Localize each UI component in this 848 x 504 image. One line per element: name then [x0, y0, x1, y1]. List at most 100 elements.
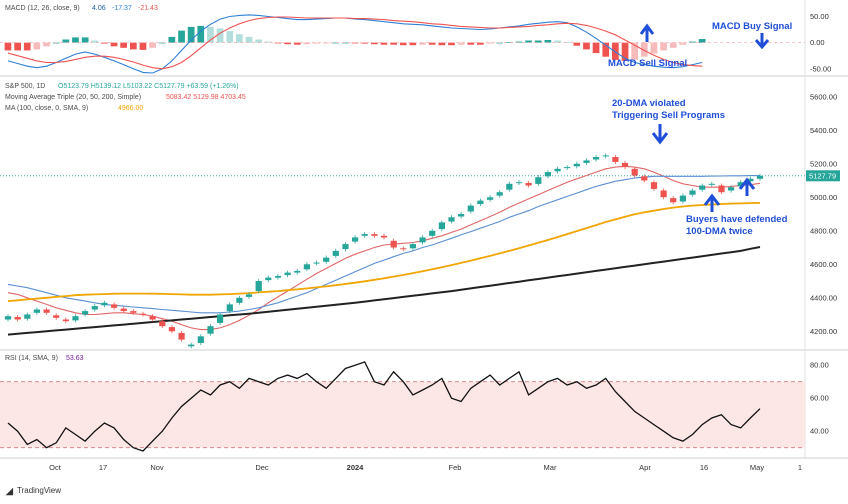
macd-histogram-bar: [207, 26, 214, 43]
macd-histogram-bar: [62, 39, 70, 43]
candle-body: [101, 302, 108, 306]
macd-histogram-bar: [264, 41, 272, 43]
candle-body: [265, 277, 272, 281]
price-legend-label-0: S&P 500, 1D: [5, 83, 45, 90]
candle-body: [380, 235, 388, 238]
candle-body: [72, 316, 79, 321]
macd-histogram-bar: [592, 42, 600, 54]
macd-histogram-bar: [33, 42, 41, 50]
candle-body: [255, 281, 262, 292]
candle-body: [33, 309, 40, 313]
candle-body: [737, 182, 744, 187]
candle-body: [361, 234, 368, 236]
macd-histogram-bar: [101, 42, 108, 44]
macd-legend-v1: 4.06: [92, 5, 106, 12]
x-tick-label: Mar: [544, 463, 557, 472]
candle-body: [438, 222, 445, 230]
candle-body: [14, 317, 21, 320]
candle-body: [496, 192, 503, 196]
price-y-tick-label: 4600.00: [810, 260, 837, 269]
candle-body: [188, 344, 195, 347]
macd-histogram-bar: [380, 42, 388, 45]
x-tick-label: Oct: [49, 463, 62, 472]
macd-histogram-bar: [563, 42, 571, 43]
macd-y-tick-label: 50.00: [810, 12, 829, 21]
candle-body: [670, 198, 677, 203]
ma-line-100-dma: [7, 202, 761, 302]
macd-histogram-bar: [428, 42, 436, 45]
annotation-100dma-line1: Buyers have defended: [686, 214, 788, 225]
candle-body: [4, 316, 12, 320]
macd-histogram-bar: [390, 42, 397, 45]
macd-histogram-bar: [149, 42, 156, 48]
macd-histogram-bar: [399, 42, 407, 46]
x-tick-label: Apr: [639, 463, 651, 472]
macd-histogram-bar: [72, 37, 79, 43]
last-price-tag: 5127.79: [806, 170, 840, 182]
annotation-20dma-line1: 20-DMA violated: [612, 98, 686, 109]
macd-histogram-bar: [332, 42, 340, 44]
candle-body: [641, 176, 648, 181]
candle-body: [236, 297, 243, 303]
candle-body: [120, 308, 127, 312]
annotation-100dma-line2: 100-DMA twice: [686, 226, 753, 237]
candle-body: [130, 311, 137, 313]
price-y-tick-label: 4800.00: [810, 226, 837, 235]
macd-histogram-bar: [187, 26, 195, 43]
x-tick-label: May: [750, 463, 764, 472]
candle-body: [554, 168, 561, 172]
branding-text: TradingView: [17, 486, 61, 495]
macd-histogram-bar: [602, 42, 610, 57]
candle-body: [621, 162, 629, 168]
price-moving-averages: [7, 165, 761, 336]
price-legend-label-2: MA (100, close, 0, SMA, 9): [5, 105, 88, 112]
candle-body: [294, 270, 301, 273]
last-price-tag-bg: [806, 170, 840, 182]
macd-y-tick-label: 0.00: [810, 38, 825, 47]
rsi-series-line: [7, 361, 761, 452]
candle-body: [728, 187, 735, 191]
price-y-tick-label: 5000.00: [810, 193, 837, 202]
price-y-tick-label: 4400.00: [810, 293, 837, 302]
candle-body: [689, 190, 696, 195]
candle-body: [602, 155, 609, 157]
candle-body: [207, 326, 214, 334]
candle-body: [111, 304, 118, 308]
macd-histogram-bar: [660, 42, 667, 51]
annotation-macd-sell-text: MACD Sell Signal: [608, 58, 687, 69]
macd-histogram-bar: [120, 42, 127, 48]
tradingview-logo-icon: ◢: [5, 486, 14, 496]
candle-body: [352, 237, 359, 242]
candle-body: [409, 244, 416, 249]
x-tick-label: 2024: [347, 463, 365, 472]
macd-legend-v2: -17.37: [112, 5, 132, 12]
candle-body: [82, 311, 89, 315]
rsi-legend: RSI (14, SMA, 9) 53.63: [5, 355, 84, 362]
price-y-tick-label: 5600.00: [810, 92, 837, 101]
macd-histogram-bar: [361, 42, 368, 44]
macd-histogram-bar: [640, 42, 648, 57]
candle-body: [573, 163, 580, 167]
macd-histogram-bar: [534, 40, 542, 43]
macd-histogram-bar: [236, 34, 243, 43]
ma-line-50-dma: [7, 174, 761, 314]
candle-body: [679, 195, 686, 202]
candle-body: [515, 182, 523, 184]
price-legend-values-0: O5123.79 H5139.12 L5103.22 C5127.79 +63.…: [58, 83, 239, 90]
candle-body: [323, 257, 330, 262]
macd-histogram-bar: [91, 40, 99, 43]
macd-histogram-bar: [506, 42, 513, 43]
candle-body: [718, 185, 725, 193]
candle-body: [197, 336, 204, 343]
candle-body: [458, 214, 465, 217]
macd-histogram-bar: [255, 39, 262, 43]
candle-body: [178, 332, 185, 340]
macd-histogram-bar: [178, 30, 185, 43]
candle-body: [139, 313, 147, 315]
macd-series-signal: [7, 16, 703, 70]
macd-histogram-bar: [4, 42, 12, 51]
candle-body: [660, 190, 667, 198]
macd-histogram-bar: [409, 42, 417, 46]
